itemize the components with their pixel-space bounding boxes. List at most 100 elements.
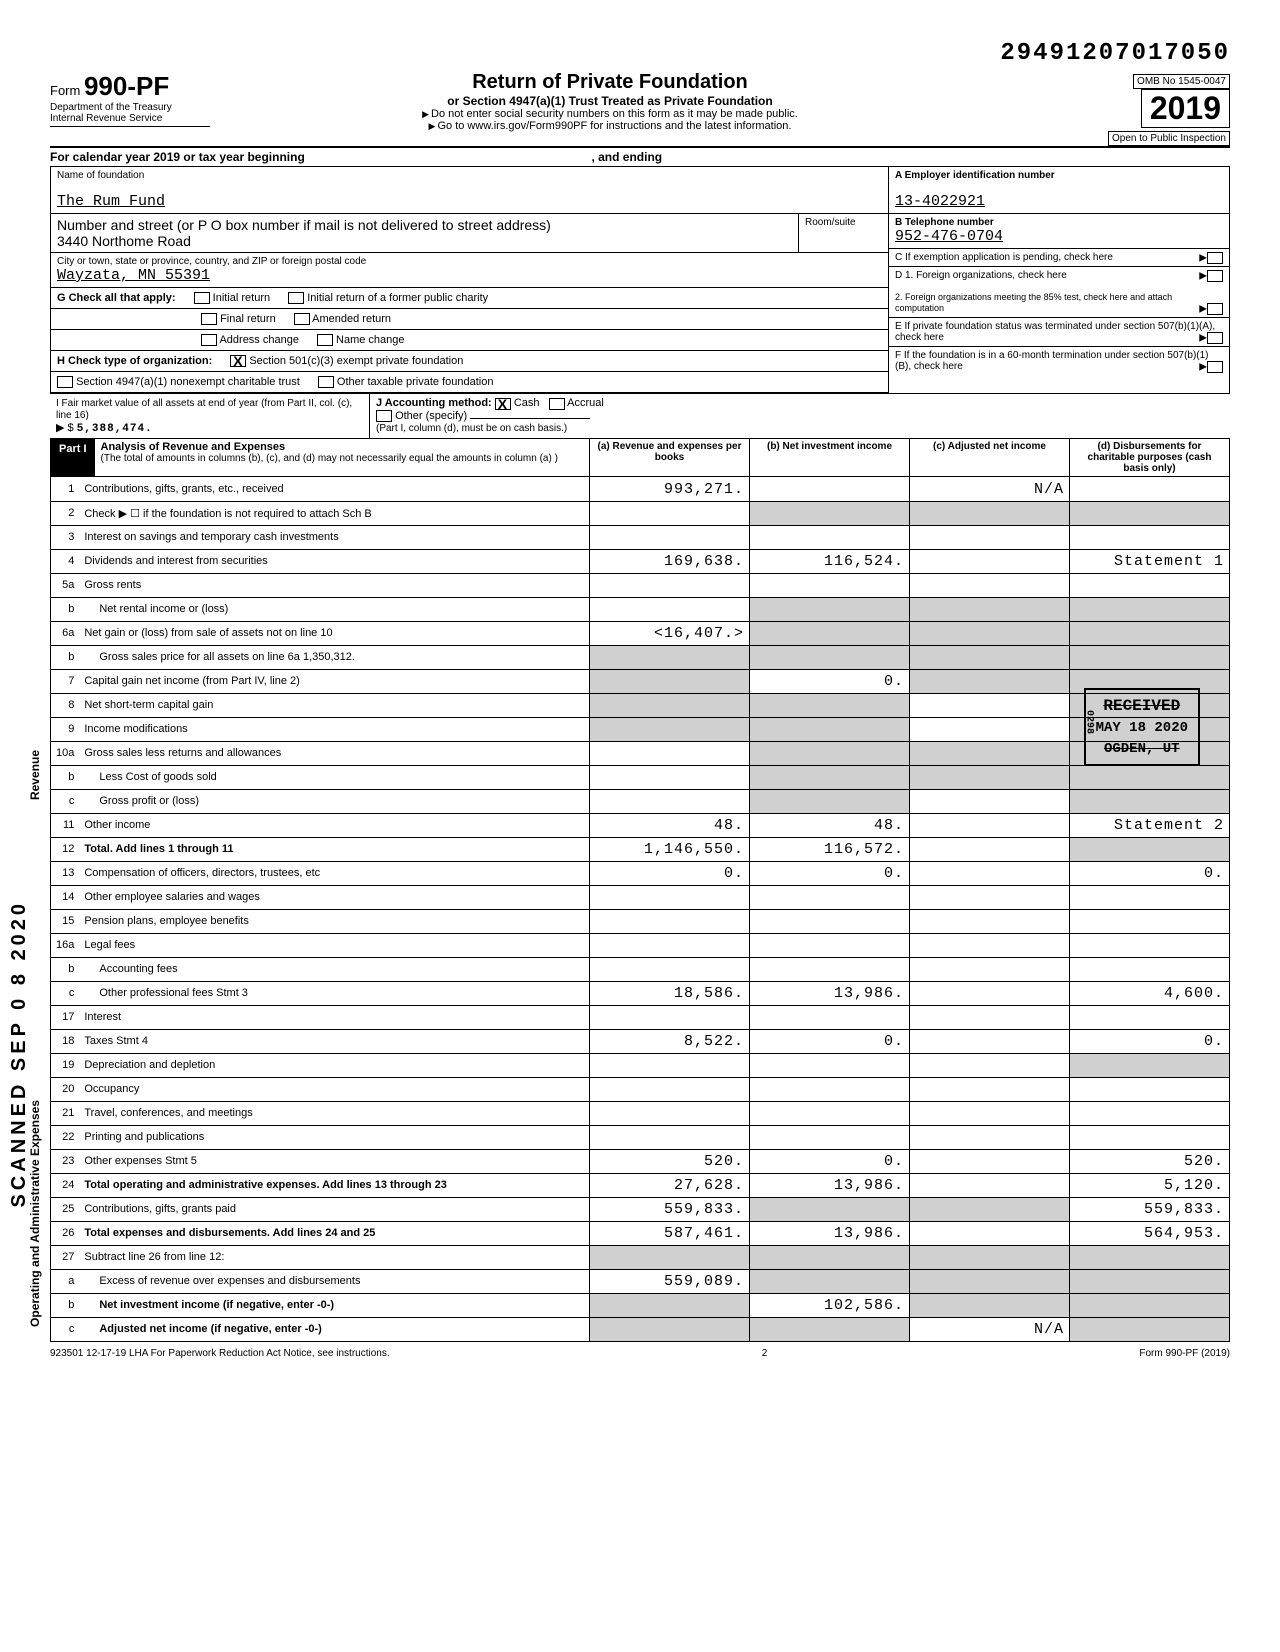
ein: 13-4022921 xyxy=(895,193,1223,210)
addr-row: Number and street (or P O box number if … xyxy=(51,214,888,253)
chk-final[interactable] xyxy=(201,313,217,325)
section-h: H Check type of organization: Section 50… xyxy=(51,351,888,372)
info-right: A Employer identification number 13-4022… xyxy=(889,167,1229,393)
phone: 952-476-0704 xyxy=(895,228,1223,245)
table-row: 5aGross rents xyxy=(51,573,1230,597)
table-row: 12Total. Add lines 1 through 111,146,550… xyxy=(51,837,1230,861)
omb: OMB No 1545-0047 xyxy=(1133,74,1230,89)
chk-cash[interactable] xyxy=(495,398,511,410)
part-tag: Part I xyxy=(51,439,95,476)
dept: Department of the TreasuryInternal Reven… xyxy=(50,102,210,127)
table-row: 16aLegal fees xyxy=(51,933,1230,957)
box-e: E If private foundation status was termi… xyxy=(889,318,1229,347)
footer-left: 923501 12-17-19 LHA For Paperwork Reduct… xyxy=(50,1348,390,1359)
footer-right: Form 990-PF (2019) xyxy=(1139,1348,1230,1359)
table-row: 20Occupancy xyxy=(51,1077,1230,1101)
chk-d2[interactable] xyxy=(1207,303,1223,315)
chk-other-taxable[interactable] xyxy=(318,376,334,388)
col-b-hdr: (b) Net investment income xyxy=(749,439,909,476)
page-number: 2 xyxy=(762,1348,768,1359)
chk-c[interactable] xyxy=(1207,252,1223,264)
warn-2: Go to www.irs.gov/Form990PF for instruct… xyxy=(210,120,1010,132)
form-id-block: Form 990-PF Department of the TreasuryIn… xyxy=(50,71,210,127)
tax-year: 2019 xyxy=(1141,89,1230,128)
dln: 29491207017050 xyxy=(50,40,1230,67)
col-c-hdr: (c) Adjusted net income xyxy=(909,439,1069,476)
received-stamp: RECEIVED 0298 MAY 18 2020 OGDEN, UT xyxy=(1084,688,1200,766)
table-row: 23Other expenses Stmt 5520.0.520. xyxy=(51,1149,1230,1173)
table-row: 14Other employee salaries and wages xyxy=(51,885,1230,909)
table-row: 21Travel, conferences, and meetings xyxy=(51,1101,1230,1125)
table-row: 19Depreciation and depletion xyxy=(51,1053,1230,1077)
warn-1: Do not enter social security numbers on … xyxy=(210,108,1010,120)
table-row: 10aGross sales less returns and allowanc… xyxy=(51,741,1230,765)
chk-d1[interactable] xyxy=(1207,270,1223,282)
chk-addr-change[interactable] xyxy=(201,334,217,346)
form-subtitle: or Section 4947(a)(1) Trust Treated as P… xyxy=(210,94,1010,108)
header: Form 990-PF Department of the TreasuryIn… xyxy=(50,71,1230,146)
table-row: bNet investment income (if negative, ent… xyxy=(51,1293,1230,1317)
table-row: bNet rental income or (loss) xyxy=(51,597,1230,621)
fmv-value: 5,388,474. xyxy=(77,423,153,435)
chk-initial-former[interactable] xyxy=(288,292,304,304)
room-suite: Room/suite xyxy=(798,214,888,252)
title-block: Return of Private Foundation or Section … xyxy=(210,71,1010,132)
name-cell: Name of foundation The Rum Fund xyxy=(51,167,888,214)
table-row: aExcess of revenue over expenses and dis… xyxy=(51,1269,1230,1293)
chk-other-method[interactable] xyxy=(376,410,392,422)
col-a-hdr: (a) Revenue and expenses per books xyxy=(589,439,749,476)
box-d: D 1. Foreign organizations, check here ▶… xyxy=(889,267,1229,318)
table-row: cOther professional fees Stmt 318,586.13… xyxy=(51,981,1230,1005)
table-row: 27Subtract line 26 from line 12: xyxy=(51,1245,1230,1269)
table-row: cAdjusted net income (if negative, enter… xyxy=(51,1317,1230,1341)
table-row: 17Interest xyxy=(51,1005,1230,1029)
revenue-label: Revenue xyxy=(28,750,42,800)
col-d-hdr: (d) Disbursements for charitable purpose… xyxy=(1069,439,1229,476)
table-row: 4Dividends and interest from securities1… xyxy=(51,549,1230,573)
table-row: 7Capital gain net income (from Part IV, … xyxy=(51,669,1230,693)
chk-e[interactable] xyxy=(1207,332,1223,344)
info-left: Name of foundation The Rum Fund Number a… xyxy=(51,167,889,393)
ein-cell: A Employer identification number 13-4022… xyxy=(889,167,1229,214)
chk-f[interactable] xyxy=(1207,361,1223,373)
section-g-2: Final return Amended return xyxy=(51,309,888,330)
table-row: 24Total operating and administrative exp… xyxy=(51,1173,1230,1197)
table-row: 11Other income48.48.Statement 2 xyxy=(51,813,1230,837)
calendar-year-row: For calendar year 2019 or tax year begin… xyxy=(50,146,1230,166)
table-row: 9Income modifications xyxy=(51,717,1230,741)
footer: 923501 12-17-19 LHA For Paperwork Reduct… xyxy=(50,1348,1230,1359)
scanned-stamp: SCANNED SEP 0 8 2020 xyxy=(8,900,31,1208)
table-row: bAccounting fees xyxy=(51,957,1230,981)
box-f: F If the foundation is in a 60-month ter… xyxy=(889,347,1229,375)
table-row: 15Pension plans, employee benefits xyxy=(51,909,1230,933)
section-g: G Check all that apply: Initial return I… xyxy=(51,288,888,309)
table-row: 18Taxes Stmt 48,522.0.0. xyxy=(51,1029,1230,1053)
foundation-name: The Rum Fund xyxy=(57,193,882,210)
table-row: 2Check ▶ ☐ if the foundation is not requ… xyxy=(51,501,1230,525)
fmv-row: I Fair market value of all assets at end… xyxy=(50,394,1230,439)
inspection: Open to Public Inspection xyxy=(1108,131,1230,146)
chk-accrual[interactable] xyxy=(549,398,565,410)
phone-cell: B Telephone number 952-476-0704 xyxy=(889,214,1229,249)
table-row: 22Printing and publications xyxy=(51,1125,1230,1149)
part1-table: 1Contributions, gifts, grants, etc., rec… xyxy=(50,477,1230,1342)
table-row: 13Compensation of officers, directors, t… xyxy=(51,861,1230,885)
address: 3440 Northome Road xyxy=(57,233,792,249)
right-block: OMB No 1545-0047 2019 Open to Public Ins… xyxy=(1010,71,1230,146)
chk-amended[interactable] xyxy=(294,313,310,325)
table-row: 1Contributions, gifts, grants, etc., rec… xyxy=(51,477,1230,501)
form-page: 29491207017050 Form 990-PF Department of… xyxy=(0,0,1280,1379)
form-number: Form 990-PF xyxy=(50,71,210,102)
table-row: bLess Cost of goods sold xyxy=(51,765,1230,789)
info-grid: Name of foundation The Rum Fund Number a… xyxy=(50,166,1230,394)
section-h-2: Section 4947(a)(1) nonexempt charitable … xyxy=(51,372,888,393)
city-cell: City or town, state or province, country… xyxy=(51,253,888,288)
city: Wayzata, MN 55391 xyxy=(57,267,882,284)
form-title: Return of Private Foundation xyxy=(210,71,1010,94)
chk-501c3[interactable] xyxy=(230,355,246,367)
part1-header: Part I Analysis of Revenue and Expenses(… xyxy=(50,439,1230,477)
table-row: bGross sales price for all assets on lin… xyxy=(51,645,1230,669)
chk-initial[interactable] xyxy=(194,292,210,304)
chk-name-change[interactable] xyxy=(317,334,333,346)
chk-4947[interactable] xyxy=(57,376,73,388)
